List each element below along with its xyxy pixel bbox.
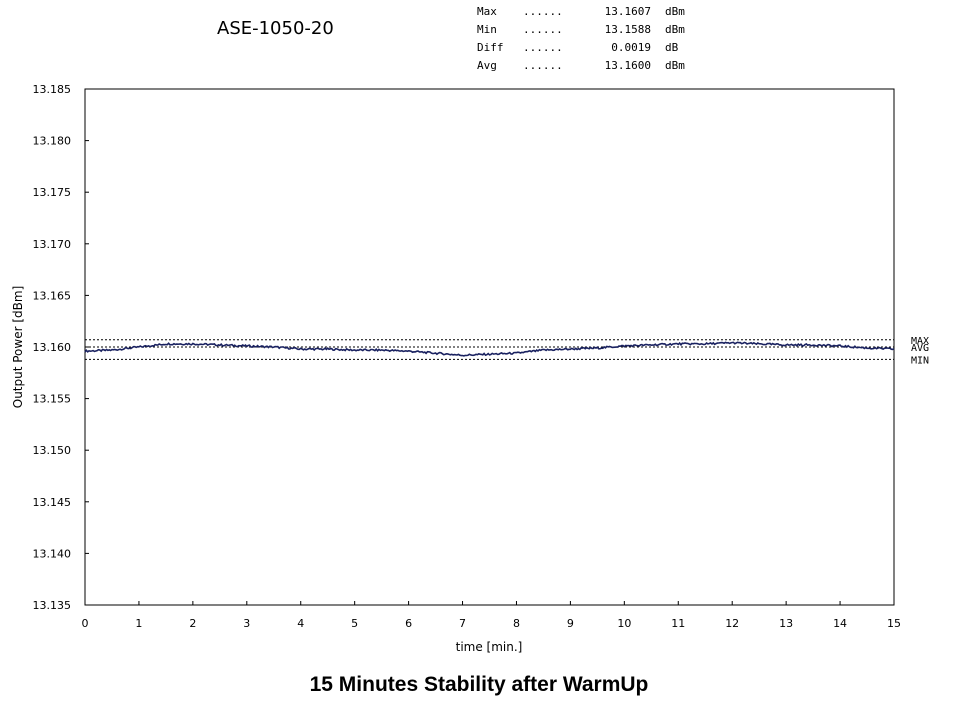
x-tick-label: 12 <box>725 617 739 630</box>
x-axis: 0 1 2 3 4 5 6 7 8 9 10 11 12 13 14 15 <box>82 601 901 630</box>
series-group <box>84 341 895 357</box>
stat-dots: ...... <box>523 41 563 54</box>
x-tick-label: 1 <box>135 617 142 630</box>
stat-unit: dBm <box>665 5 685 18</box>
y-tick-label: 13.145 <box>33 496 72 509</box>
stat-row-max: Max...... 13.1607 dBm <box>477 3 695 21</box>
y-tick-label: 13.160 <box>33 341 72 354</box>
x-tick-label: 7 <box>459 617 466 630</box>
x-axis-label: time [min.] <box>456 640 523 654</box>
y-tick-label: 13.140 <box>33 547 72 560</box>
stat-unit: dBm <box>665 23 685 36</box>
stat-value: 13.1588 <box>604 23 651 36</box>
x-tick-label: 5 <box>351 617 358 630</box>
ref-label-min: MIN <box>911 355 929 366</box>
chart-title: ASE-1050-20 <box>217 18 334 39</box>
x-tick-label: 8 <box>513 617 520 630</box>
x-tick-label: 9 <box>567 617 574 630</box>
y-tick-label: 13.175 <box>33 186 72 199</box>
x-tick-label: 13 <box>779 617 793 630</box>
x-tick-label: 4 <box>297 617 304 630</box>
stat-row-avg: Avg...... 13.1600 dBm <box>477 57 695 75</box>
stat-name: Diff <box>477 41 504 54</box>
stat-row-min: Min...... 13.1588 dBm <box>477 21 695 39</box>
y-tick-label: 13.170 <box>33 238 72 251</box>
ref-label-max: MAX <box>911 336 929 347</box>
x-tick-label: 0 <box>82 617 89 630</box>
stat-name: Avg <box>477 59 497 72</box>
y-tick-label: 13.150 <box>33 444 72 457</box>
y-tick-label: 13.135 <box>33 599 72 612</box>
x-tick-label: 14 <box>833 617 847 630</box>
stats-table: Max...... 13.1607 dBm Min...... 13.1588 dBm … <box>477 3 695 75</box>
y-axis: 13.185 13.180 13.175 13.170 13.165 13.160 13.1… <box>33 83 89 612</box>
stat-value: 13.1607 <box>604 5 651 18</box>
stat-unit: dB <box>665 41 679 54</box>
x-tick-label: 15 <box>887 617 901 630</box>
stat-dots: ...... <box>523 5 563 18</box>
stat-value: 13.1600 <box>604 59 651 72</box>
y-tick-label: 13.165 <box>33 289 72 302</box>
y-axis-label: Output Power [dBm] <box>11 286 25 409</box>
x-tick-label: 10 <box>617 617 631 630</box>
x-tick-label: 11 <box>671 617 685 630</box>
ref-label-avg: AVG <box>911 343 929 354</box>
x-tick-label: 6 <box>405 617 412 630</box>
stat-dots: ...... <box>523 23 563 36</box>
series-line <box>84 341 895 357</box>
stat-value: 0.0019 <box>611 41 651 54</box>
chart-caption: 15 Minutes Stability after WarmUp <box>309 673 649 696</box>
stat-row-diff: Diff...... 0.0019 dB <box>477 39 695 57</box>
stat-name: Min <box>477 23 497 36</box>
stat-name: Max <box>477 5 497 18</box>
y-tick-label: 13.185 <box>33 83 72 96</box>
stat-unit: dBm <box>665 59 685 72</box>
x-tick-label: 3 <box>243 617 250 630</box>
y-tick-label: 13.155 <box>33 393 72 406</box>
stat-dots: ...... <box>523 59 563 72</box>
y-tick-label: 13.180 <box>33 135 72 148</box>
x-tick-label: 2 <box>189 617 196 630</box>
